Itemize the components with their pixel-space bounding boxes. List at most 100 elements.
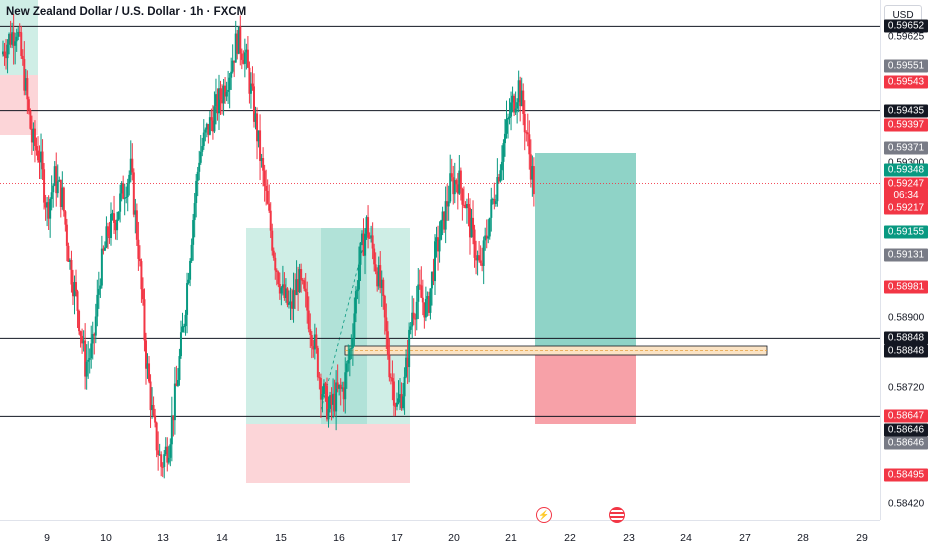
candle-body <box>424 298 427 318</box>
candle-body <box>309 329 312 336</box>
candle-body <box>347 359 350 364</box>
flag-icon[interactable] <box>609 507 625 523</box>
candle-body <box>94 316 97 336</box>
candle-body <box>173 383 176 421</box>
candle-body <box>61 187 64 208</box>
candle-body <box>117 211 120 220</box>
candle-body <box>123 197 126 199</box>
candle-body <box>514 108 517 113</box>
candle-body <box>17 31 20 37</box>
candle-body <box>249 83 252 94</box>
candle-body <box>259 130 262 161</box>
candle-body <box>141 289 144 300</box>
candle-body <box>386 331 389 356</box>
price-tag: 0.59155 <box>884 225 928 239</box>
candle-body <box>32 128 35 143</box>
candle-body <box>430 271 433 289</box>
candle-body <box>388 355 391 378</box>
candle-body <box>105 226 108 248</box>
candle-body <box>160 454 163 467</box>
time-axis-label: 24 <box>680 532 692 544</box>
candle-body <box>392 381 395 406</box>
candle-body <box>6 44 9 59</box>
candle-body <box>508 116 511 118</box>
price-chart-canvas[interactable] <box>0 0 880 520</box>
candle-body <box>455 180 458 185</box>
candle-body <box>324 383 327 386</box>
candle-body <box>438 239 441 252</box>
candle-body <box>402 396 405 409</box>
candle-body <box>15 36 18 42</box>
time-axis[interactable] <box>0 520 880 551</box>
candle-body <box>281 284 284 288</box>
candle-body <box>33 128 36 147</box>
candle-body <box>190 244 193 261</box>
candle-body <box>196 171 199 181</box>
price-axis-label: 0.58420 <box>888 498 925 510</box>
candle-body <box>230 71 233 78</box>
stop-zone-mid <box>246 424 410 483</box>
candle-body <box>224 85 227 97</box>
candle-body <box>427 296 430 313</box>
price-tag: 0.59551 <box>884 59 928 73</box>
candle-body <box>437 237 440 252</box>
candle-body <box>138 258 141 262</box>
candle-body <box>286 288 289 305</box>
candle-body <box>108 236 111 239</box>
candle-body <box>298 269 301 292</box>
candle-body <box>198 162 201 172</box>
candle-body <box>351 338 354 348</box>
candle-body <box>218 88 220 114</box>
candle-body <box>128 174 131 184</box>
candle-body <box>131 158 134 173</box>
candle-body <box>531 166 534 180</box>
price-tag: 0.59247 <box>884 177 928 191</box>
candle-body <box>475 257 478 261</box>
price-axis-label: 0.58900 <box>888 312 925 324</box>
candle-body <box>520 90 523 107</box>
time-axis-label: 29 <box>856 532 868 544</box>
candle-body <box>2 51 4 55</box>
candle-body <box>14 41 17 46</box>
price-tag: 0.58981 <box>884 280 928 294</box>
candle-body <box>376 271 379 287</box>
candle-body <box>329 395 332 409</box>
candle-body <box>294 290 297 296</box>
candle-body <box>44 202 47 208</box>
candle-body <box>263 170 266 186</box>
candle-body <box>204 129 207 133</box>
candle-body <box>181 326 184 333</box>
candle-body <box>522 90 525 114</box>
candle-body <box>304 288 307 292</box>
candle-body <box>502 143 505 162</box>
candle-body <box>243 52 246 64</box>
candle-body <box>465 204 468 209</box>
candle-body <box>318 377 321 379</box>
candle-body <box>391 377 394 382</box>
lightning-icon[interactable]: ⚡ <box>536 507 552 523</box>
candle-body <box>110 213 112 239</box>
candle-body <box>193 203 196 221</box>
candle-body <box>102 248 105 251</box>
candle-body <box>93 334 96 336</box>
candle-body <box>516 102 519 109</box>
candle-body <box>485 235 488 239</box>
candle-body <box>234 33 237 63</box>
candle-body <box>246 49 249 68</box>
candle-body <box>444 201 447 230</box>
candle-body <box>262 158 265 171</box>
symbol-title[interactable]: New Zealand Dollar / U.S. Dollar · 1h · … <box>6 6 247 18</box>
candle-body <box>426 296 429 299</box>
candle-body <box>333 393 336 412</box>
candle-body <box>231 60 234 72</box>
candle-body <box>490 199 493 218</box>
candle-body <box>201 146 204 152</box>
candle-body <box>199 151 202 163</box>
candle-body <box>143 299 146 341</box>
candle-body <box>359 242 362 265</box>
candle-body <box>70 260 73 285</box>
candle-body <box>251 83 254 87</box>
candle-body <box>344 372 347 400</box>
candle-body <box>519 80 522 107</box>
